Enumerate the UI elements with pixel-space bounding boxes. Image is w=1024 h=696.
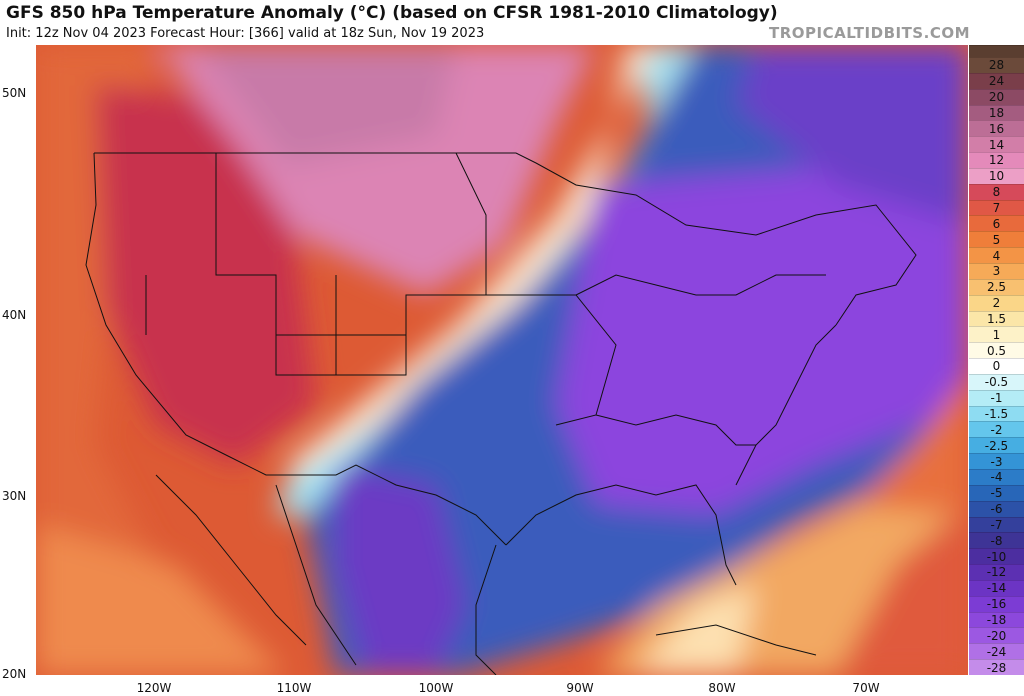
colorbar-label: 0.5 [969, 342, 1024, 359]
pacific-south-region [36, 525, 286, 675]
colorbar-label: 8 [969, 183, 1024, 200]
lat-label-50n: 50N [2, 86, 27, 100]
colorbar-label: -5 [969, 484, 1024, 501]
anomaly-map-svg [36, 45, 968, 675]
colorbar-label: 18 [969, 104, 1024, 121]
colorbar-label: -0.5 [969, 373, 1024, 390]
lon-label-110w: 110W [276, 681, 312, 695]
colorbar-label: -2 [969, 421, 1024, 438]
colorbar-label: 16 [969, 120, 1024, 137]
lon-label-90w: 90W [566, 681, 594, 695]
atlantic-coast [735, 324, 837, 486]
colorbar: 28 24 20 18 16 14 12 10 8 7 6 5 4 3 2.5 2 1.5 1 0.5 0 -0.5 -1… [969, 45, 1024, 675]
baja-coast [275, 484, 357, 666]
us-west-southwest-border [85, 152, 507, 546]
map-subtitle: Init: 12z Nov 04 2023 Forecast Hour: [36… [6, 26, 485, 41]
colorbar-label: 24 [969, 72, 1024, 89]
map-title: GFS 850 hPa Temperature Anomaly (°C) (ba… [6, 3, 778, 23]
colorbar-label: -4 [969, 469, 1024, 485]
colorbar-label: 12 [969, 152, 1024, 168]
colorbar-label: -8 [969, 532, 1024, 549]
colorbar-label: 4 [969, 247, 1024, 263]
front-edge-band [286, 45, 656, 475]
cold-front-band [276, 45, 696, 515]
colorbar-label: 2 [969, 294, 1024, 311]
colorbar-label: 7 [969, 199, 1024, 216]
watermark: TROPICALTIDBITS.COM [769, 24, 970, 42]
state-borders-west [215, 152, 487, 376]
colorbar-label: -12 [969, 564, 1024, 580]
state-borders-east [486, 274, 826, 426]
colorbar-label: 28 [969, 57, 1024, 73]
anomaly-map [36, 45, 968, 675]
lon-label-70w: 70W [852, 681, 880, 695]
lon-label-80w: 80W [708, 681, 736, 695]
colorbar-label: -28 [969, 659, 1024, 675]
gulf-coast [505, 484, 737, 586]
colorbar-label: -7 [969, 516, 1024, 533]
pacific-warm-region [36, 45, 216, 675]
colorbar-label: 1.5 [969, 310, 1024, 327]
state-borders-mountain [145, 275, 406, 375]
mexico-cold-region [336, 465, 466, 675]
canada-mauve-region [196, 45, 456, 165]
cuba-outline [655, 624, 817, 656]
gulf-pale-region [636, 585, 756, 675]
lat-label-30n: 30N [2, 489, 27, 503]
colorbar-label: 3 [969, 263, 1024, 279]
northeast-canada-cold-region [736, 45, 968, 225]
colorbar-label: -20 [969, 627, 1024, 644]
colorbar-label: 6 [969, 215, 1024, 232]
colorbar-label: 5 [969, 231, 1024, 248]
lon-label-100w: 100W [418, 681, 454, 695]
colorbar-label: -18 [969, 611, 1024, 628]
header: GFS 850 hPa Temperature Anomaly (°C) (ba… [0, 0, 1024, 45]
mexico-pacific-coast [155, 474, 307, 646]
colorbar-label: 20 [969, 88, 1024, 105]
colorbar-label: -3 [969, 453, 1024, 469]
colorbar-label: 1 [969, 326, 1024, 343]
colorbar-label: 0 [969, 358, 1024, 374]
eastern-us-cold-region [556, 165, 968, 515]
colorbar-label: -14 [969, 579, 1024, 596]
mexico-gulf-coast [475, 544, 497, 675]
colorbar-label: -6 [969, 500, 1024, 517]
colorbar-label: -1.5 [969, 405, 1024, 422]
colorbar-label: -2.5 [969, 437, 1024, 454]
colorbar-label: -16 [969, 595, 1024, 612]
state-borders-south [595, 414, 756, 446]
us-canada-border [94, 152, 917, 326]
colorbar-label: 2.5 [969, 278, 1024, 295]
lat-label-40n: 40N [2, 308, 27, 322]
colorbar-label: -1 [969, 389, 1024, 406]
lat-label-20n: 20N [2, 667, 27, 681]
atlantic-east-region [856, 375, 968, 515]
colorbar-label: 14 [969, 136, 1024, 153]
lon-label-120w: 120W [136, 681, 172, 695]
political-borders [85, 152, 917, 675]
colorbar-top-swatch [969, 45, 1024, 57]
colorbar-label: -24 [969, 643, 1024, 660]
colorbar-label: -10 [969, 548, 1024, 565]
atlantic-warm-region [836, 505, 968, 675]
colorbar-label: 10 [969, 167, 1024, 184]
